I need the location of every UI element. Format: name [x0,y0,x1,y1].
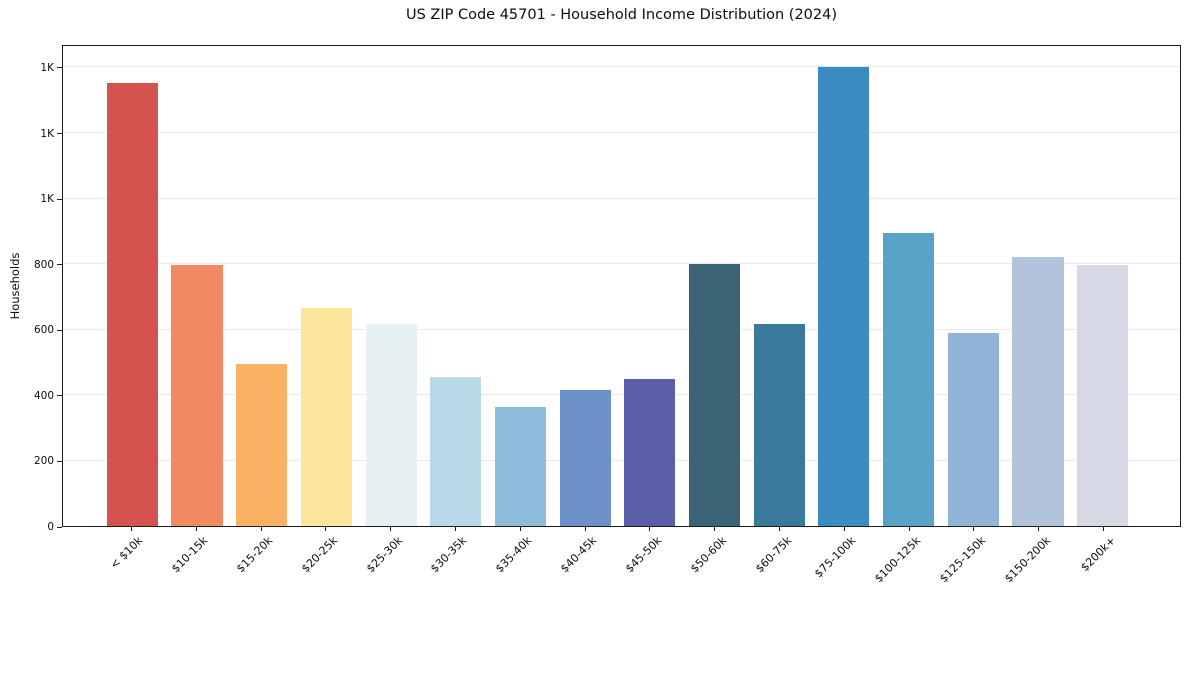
y-tick-mark [57,395,62,397]
bar-slot [229,46,294,526]
bar-$45-50k [624,379,676,526]
bar-slot [876,46,941,526]
y-tick-label: 1K [40,127,54,140]
bar-$25-30k [365,324,417,526]
x-tick-label: $20-25k [298,534,341,576]
chart-title: US ZIP Code 45701 - Household Income Dis… [405,7,838,23]
x-tick-mark [1103,527,1105,531]
bar-$20-25k [300,308,352,526]
x-tick-mark [779,527,781,531]
bars-container [100,46,1135,526]
x-tick-label: $45-50k [622,534,665,576]
x-tick-mark [584,527,586,531]
y-tick-label: 600 [33,324,54,337]
x-tick-label: $30-35k [428,534,470,576]
bar-slot [1070,46,1135,526]
x-tick-mark [1038,527,1040,531]
bar-$75-100k [818,67,870,526]
bar-$35-40k [494,407,547,526]
y-tick-label: 1K [40,61,54,74]
bar-$100-125k [883,232,935,526]
x-tick-mark [325,527,327,531]
x-tick-label: $125-150k [937,534,989,586]
bar-$50-60k [688,263,741,526]
bar-$10-15k [171,265,223,526]
bar-slot [488,46,553,526]
bar-slot [682,46,747,526]
y-tick-mark [57,460,62,462]
x-tick-label: $25-30k [363,534,405,576]
x-tick-label: $75-100k [812,534,859,581]
bar-slot [100,46,165,526]
x-tick-mark [130,527,132,531]
x-tick-mark [714,527,716,531]
y-tick-label: 400 [33,389,54,402]
bar-slot [553,46,618,526]
x-tick-label: $35-40k [493,534,535,576]
y-tick-label: 1K [40,193,54,206]
x-tick-mark [260,527,262,531]
x-tick-mark [195,527,197,531]
bar-slot [618,46,683,526]
x-tick-label: $50-60k [687,534,729,576]
x-tick-mark [519,527,521,531]
bar-slot [812,46,877,526]
y-tick-label: 200 [33,455,54,468]
bar-slot [747,46,812,526]
figure: US ZIP Code 45701 - Household Income Dis… [8,7,1181,586]
x-tick-label: $15-20k [233,534,276,576]
x-tick-label: $200k+ [1077,534,1118,575]
y-tick-mark [57,526,62,528]
y-tick-mark [57,264,62,266]
x-tick-mark [843,527,845,531]
bar-$150-200k [1012,256,1064,526]
bar-$30-35k [430,376,482,526]
y-tick-label: 800 [33,258,54,271]
bar-slot [423,46,488,526]
bar-slot [941,46,1006,526]
bar-$200k+ [1077,265,1129,526]
y-tick-mark [57,198,62,200]
x-tick-mark [649,527,651,531]
x-tick-mark [973,527,975,531]
x-tick-mark [454,527,456,531]
bar-slot [165,46,230,526]
x-tick-label: $100-125k [872,534,924,586]
bar-slot [359,46,424,526]
x-tick-mark [908,527,910,531]
bar-< $10k [106,83,158,526]
bar-$40-45k [559,390,611,526]
bar-$15-20k [236,363,288,526]
bar-$125-150k [947,333,999,526]
bar-slot [1006,46,1071,526]
bar-slot [294,46,359,526]
x-tick-label: $60-75k [752,534,794,576]
x-tick-label: $40-45k [558,534,600,576]
y-tick-mark [57,67,62,69]
y-tick-mark [57,133,62,135]
x-tick-label: $10-15k [169,534,211,576]
y-tick-mark [57,329,62,331]
bar-$60-75k [753,324,805,526]
x-tick-label: $150-200k [1001,534,1053,586]
plot-area [62,45,1181,527]
y-tick-label: 0 [47,521,54,533]
x-tick-mark [390,527,392,531]
